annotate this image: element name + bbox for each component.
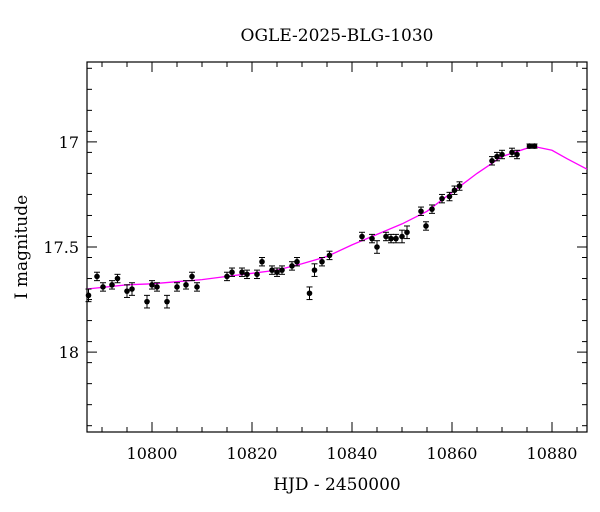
- data-point: [289, 263, 295, 269]
- data-point: [311, 267, 318, 273]
- data-point: [388, 235, 394, 242]
- data-point: [224, 273, 230, 280]
- data-point: [383, 233, 389, 240]
- model-curve-layer: [86, 146, 588, 290]
- data-point: [509, 149, 515, 156]
- data-point: [326, 252, 333, 259]
- data-point: [451, 187, 458, 194]
- data-point: [124, 288, 130, 294]
- data-point: [531, 143, 538, 149]
- data-point: [279, 267, 285, 273]
- data-point: [194, 284, 200, 290]
- data-point: [294, 258, 300, 265]
- y-tick-label: 18: [59, 343, 79, 362]
- data-point: [446, 193, 453, 200]
- x-axis-label: HJD - 2450000: [273, 475, 401, 495]
- data-point: [369, 235, 375, 242]
- data-points-layer: [85, 143, 538, 309]
- data-point: [306, 290, 313, 297]
- data-point: [154, 284, 160, 290]
- minor-ticks: [87, 62, 587, 432]
- data-point: [439, 195, 445, 202]
- model-curve-line: [86, 146, 588, 290]
- data-point: [239, 269, 245, 276]
- data-point: [418, 208, 424, 215]
- data-point: [259, 258, 265, 265]
- plot-area-frame: [86, 61, 588, 433]
- data-point: [359, 233, 365, 240]
- data-point: [269, 267, 275, 273]
- x-tick-label: 10880: [527, 444, 578, 463]
- data-point: [489, 158, 495, 164]
- data-point: [456, 183, 463, 189]
- y-tick-label: 17: [59, 133, 79, 152]
- chart-title: OGLE-2025-BLG-1030: [241, 26, 434, 46]
- data-point: [189, 273, 195, 280]
- data-point: [229, 269, 235, 276]
- data-point: [149, 282, 155, 288]
- data-point: [85, 292, 92, 299]
- data-point: [423, 223, 429, 229]
- x-tick-label: 10840: [327, 444, 378, 463]
- data-point: [100, 284, 106, 290]
- data-point: [129, 286, 135, 292]
- data-point: [244, 271, 250, 278]
- y-axis-ticks: 17 17.5 18: [43, 133, 587, 362]
- data-point: [114, 275, 121, 282]
- y-tick-label: 17.5: [43, 238, 79, 257]
- data-point: [144, 298, 150, 305]
- data-point: [319, 258, 325, 265]
- data-point: [499, 151, 505, 158]
- data-point: [94, 273, 100, 280]
- data-point: [494, 153, 500, 160]
- data-point: [526, 143, 533, 149]
- x-axis-ticks: 10800 10820 10840 10860 10880: [127, 62, 578, 463]
- data-point: [393, 235, 399, 242]
- data-point: [164, 298, 170, 305]
- data-point: [183, 282, 189, 288]
- data-point: [109, 282, 115, 288]
- x-tick-label: 10820: [227, 444, 278, 463]
- data-point: [404, 229, 410, 236]
- data-point: [174, 284, 180, 290]
- y-axis-label: I magnitude: [12, 195, 32, 299]
- data-point: [374, 244, 380, 250]
- x-tick-label: 10800: [127, 444, 178, 463]
- data-point: [429, 206, 435, 212]
- data-point: [399, 233, 405, 240]
- x-tick-label: 10860: [427, 444, 478, 463]
- data-point: [274, 269, 280, 276]
- data-point: [254, 271, 260, 278]
- data-point: [514, 151, 520, 158]
